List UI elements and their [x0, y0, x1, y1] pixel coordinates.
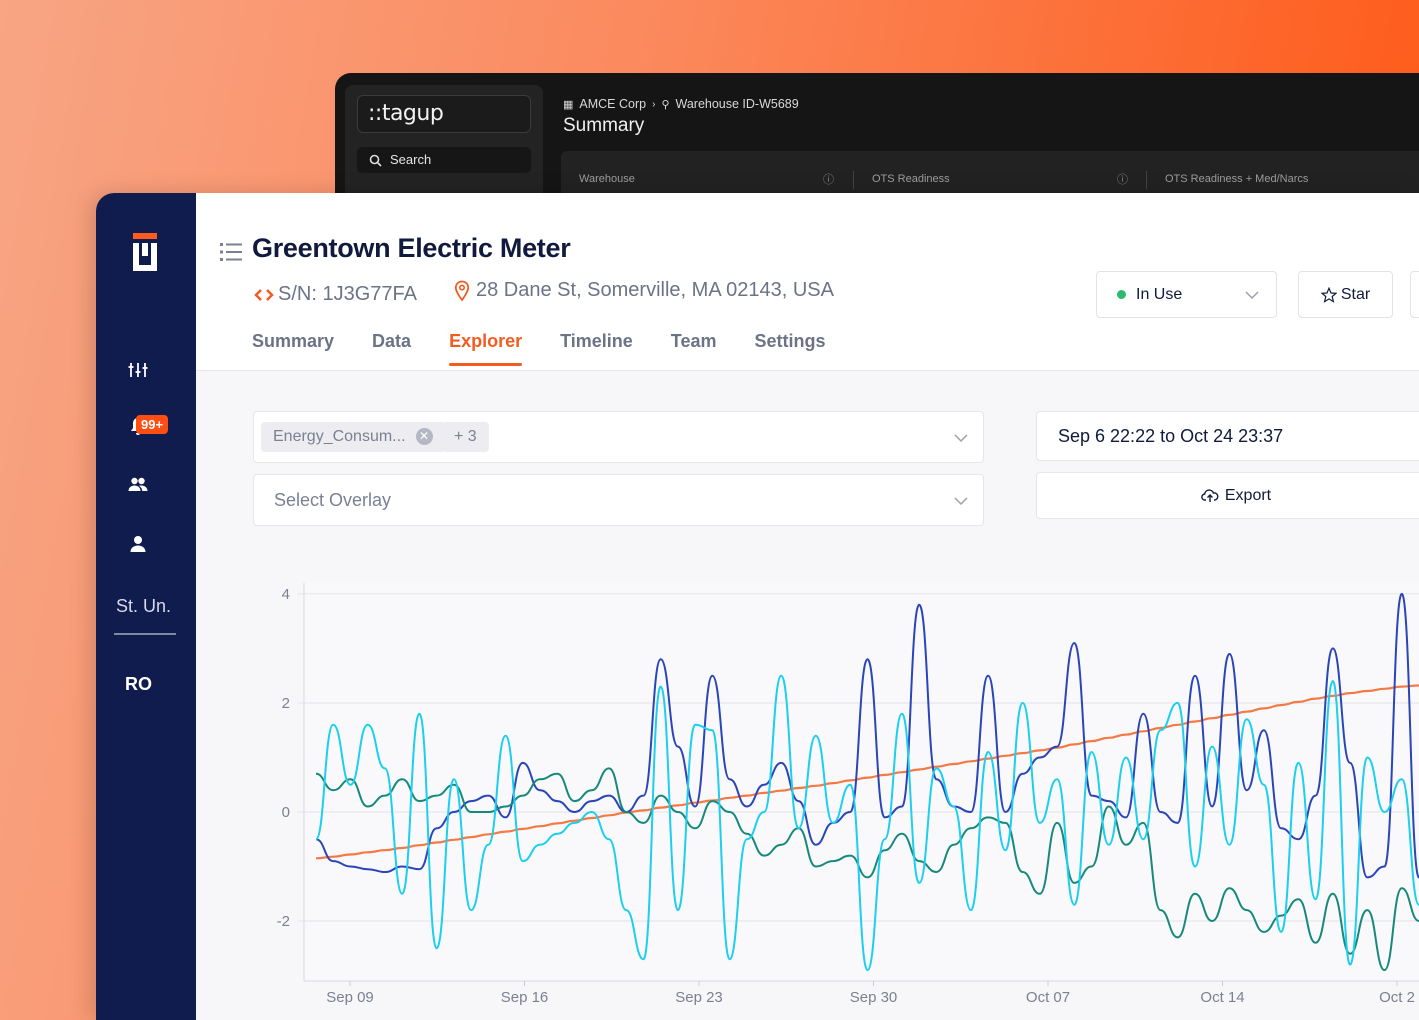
asset-header: Greentown Electric Meter S/N: 1J3G77FA 2…	[196, 193, 1419, 371]
main-app-window: 99+ St. Un. RO Greentown Electric Meter …	[96, 193, 1419, 1020]
chevron-down-icon	[954, 434, 968, 443]
search-icon	[369, 154, 382, 167]
tagup-logo: ::tagup	[357, 95, 531, 133]
star-label: Star	[1340, 285, 1371, 303]
background-sidebar: ::tagup Search	[345, 85, 543, 233]
chevron-right-icon: ›	[652, 98, 656, 110]
list-icon[interactable]	[220, 242, 242, 262]
team-icon[interactable]	[126, 473, 150, 497]
signal-chip-label: Energy_Consum...	[273, 428, 406, 445]
notification-badge: 99+	[136, 415, 169, 434]
location-pin-icon: ⚲	[661, 98, 670, 111]
status-dropdown[interactable]: In Use	[1096, 271, 1277, 318]
overlay-placeholder: Select Overlay	[274, 490, 392, 510]
more-button[interactable]	[1410, 271, 1419, 318]
role-code[interactable]: RO	[125, 674, 152, 694]
x-tick-label: Oct 14	[1200, 989, 1244, 1006]
export-label: Export	[1224, 486, 1272, 504]
tab-summary[interactable]: Summary	[252, 331, 335, 351]
export-button[interactable]: Export	[1036, 472, 1419, 519]
breadcrumb-warehouse[interactable]: Warehouse ID-W5689	[675, 97, 799, 111]
column-header-warehouse: Warehouse	[579, 173, 635, 185]
signal-chip[interactable]: Energy_Consum... ✕	[261, 422, 445, 452]
background-breadcrumb: ▦ AMCE Corp › ⚲ Warehouse ID-W5689	[563, 97, 799, 111]
cloud-upload-icon	[1201, 488, 1219, 502]
more-signals-chip[interactable]: + 3	[442, 422, 489, 452]
tab-data[interactable]: Data	[372, 331, 412, 351]
chevron-down-icon	[954, 497, 968, 506]
asset-title: Greentown Electric Meter	[252, 233, 571, 263]
star-icon	[1320, 286, 1337, 303]
y-tick-label: -2	[277, 913, 290, 930]
info-icon: ⓘ	[1117, 174, 1128, 186]
tab-timeline[interactable]: Timeline	[560, 331, 633, 351]
background-page-title: Summary	[563, 115, 645, 136]
close-icon[interactable]: ✕	[415, 428, 433, 446]
serial-number: S/N: 1J3G77FA	[278, 283, 417, 305]
tab-settings[interactable]: Settings	[754, 331, 826, 351]
x-tick-label: Sep 16	[501, 989, 549, 1006]
user-initials[interactable]: St. Un.	[116, 596, 172, 616]
signal-select[interactable]: Energy_Consum... ✕ + 3	[253, 411, 984, 463]
x-tick-label: Oct 07	[1026, 989, 1070, 1006]
code-icon	[254, 288, 274, 301]
overlay-select[interactable]: Select Overlay	[253, 474, 984, 526]
status-dot	[1117, 290, 1126, 299]
address-text: 28 Dane St, Somerville, MA 02143, USA	[476, 279, 834, 301]
brand-logo[interactable]	[133, 233, 159, 271]
content-area: Greentown Electric Meter S/N: 1J3G77FA 2…	[196, 193, 1419, 1020]
x-tick-label: Sep 09	[326, 989, 374, 1006]
asset-serial: S/N: 1J3G77FA	[254, 283, 417, 306]
y-tick-label: 4	[282, 586, 290, 603]
date-range-picker[interactable]: Sep 6 22:22 to Oct 24 23:37	[1036, 411, 1419, 461]
search-label: Search	[390, 152, 432, 167]
sliders-icon[interactable]	[126, 358, 150, 382]
time-series-chart[interactable]: 4 2 0 -2 Sep 09 Sep 16 Sep 23 Sep 30 Oct 07 Oct 1…	[256, 583, 1419, 1020]
tab-explorer[interactable]: Explorer	[449, 331, 523, 366]
column-header-ots-med-narcs: OTS Readiness + Med/Narcs	[1165, 173, 1309, 185]
series-line-3	[315, 674, 1419, 972]
asset-address: 28 Dane St, Somerville, MA 02143, USA	[454, 279, 834, 302]
info-icon: ⓘ	[823, 174, 834, 186]
building-icon: ▦	[563, 98, 574, 111]
status-value: In Use	[1136, 285, 1183, 303]
column-header-ots-readiness: OTS Readiness	[872, 173, 950, 185]
user-icon[interactable]	[126, 532, 150, 556]
star-button[interactable]: Star	[1298, 271, 1393, 318]
sidebar-divider	[114, 633, 176, 635]
chevron-down-icon	[1245, 291, 1259, 300]
x-tick-label: Oct 2	[1379, 989, 1415, 1006]
background-search-button[interactable]: Search	[357, 147, 531, 173]
tab-team[interactable]: Team	[670, 331, 717, 351]
y-tick-label: 0	[282, 804, 290, 821]
series-line-2	[315, 767, 1419, 972]
column-divider	[853, 171, 854, 189]
tab-bar: Summary Data Explorer Timeline Team Sett…	[252, 331, 826, 366]
column-divider	[1146, 171, 1147, 189]
breadcrumb-org[interactable]: AMCE Corp	[579, 97, 647, 111]
sidebar: 99+ St. Un. RO	[96, 193, 196, 1020]
series-line-0	[315, 684, 1419, 860]
location-pin-icon	[454, 280, 470, 301]
x-tick-label: Sep 30	[850, 989, 898, 1006]
x-tick-label: Sep 23	[675, 989, 723, 1006]
y-tick-label: 2	[282, 695, 290, 712]
